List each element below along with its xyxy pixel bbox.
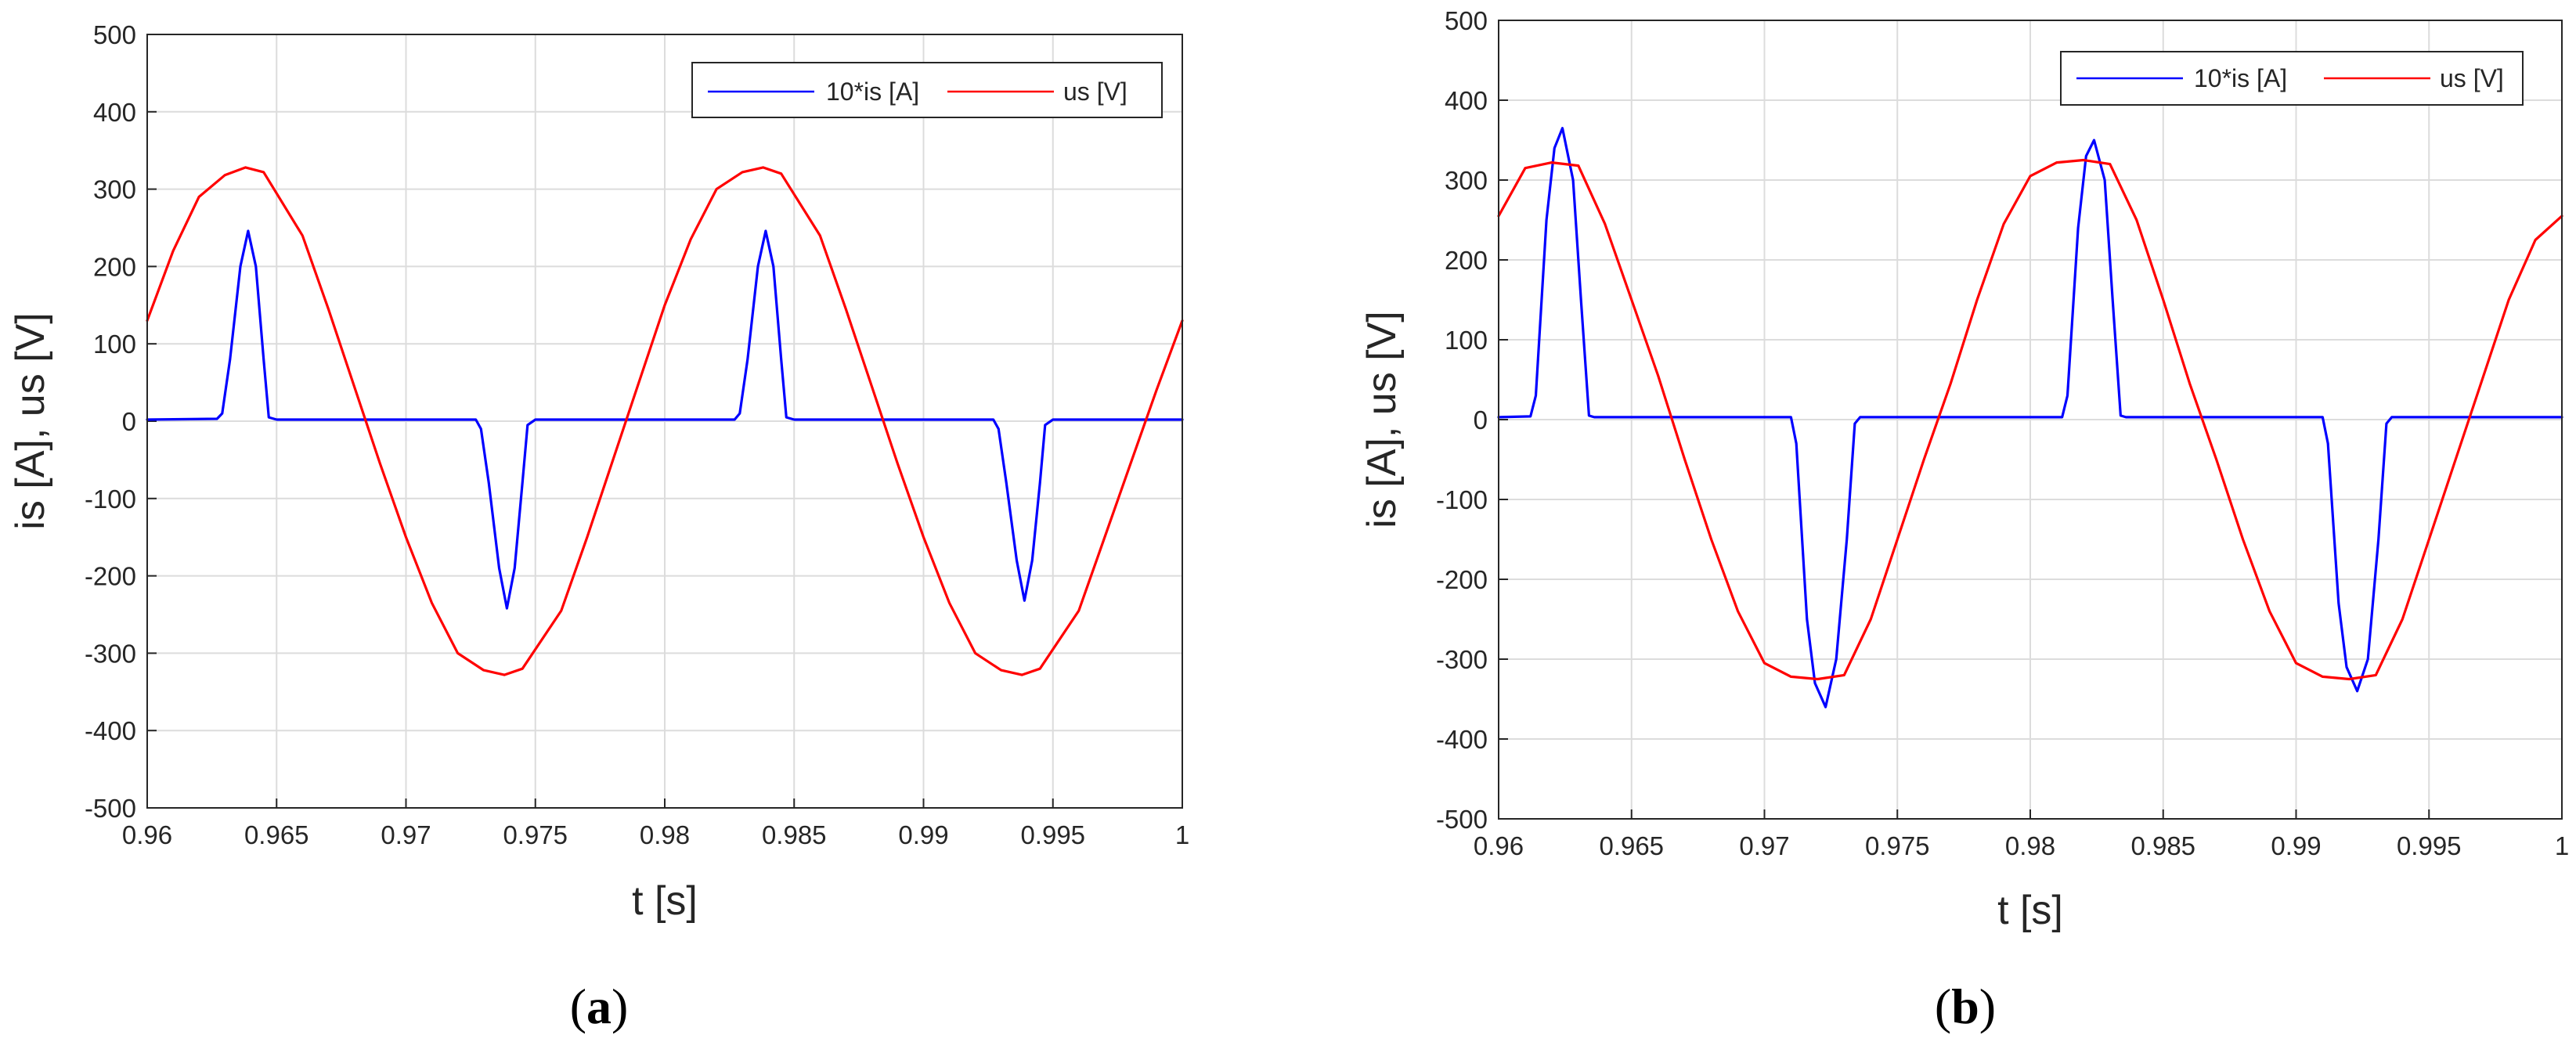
legend-box <box>691 62 1163 118</box>
legend: 10*is [A] us [V] <box>2060 51 2524 106</box>
x-tick-label: 1 <box>1175 820 1189 849</box>
y-tick-labels: 500 400 300 200 100 0 -100 -200 -300 -400 -500 <box>1436 6 1488 834</box>
y-tick-label: 300 <box>1445 166 1488 195</box>
y-tick-labels: 500 400 300 200 100 0 -100 -200 -300 -400 -500 <box>85 20 136 823</box>
y-tick-label: -500 <box>85 794 136 823</box>
x-tick-label: 0.98 <box>640 820 690 849</box>
x-tick-labels: 0.96 0.965 0.97 0.975 0.98 0.985 0.99 0.995 1 <box>122 820 1189 849</box>
legend-label-voltage: us [V] <box>2440 64 2504 92</box>
x-tick-label: 1 <box>2555 831 2569 860</box>
x-tick-label: 0.99 <box>898 820 948 849</box>
panel-label-close-paren: ) <box>1979 979 1996 1034</box>
y-tick-label: 200 <box>93 252 136 281</box>
x-tick-label: 0.985 <box>2130 831 2195 860</box>
chart-panel-b: 0.96 0.965 0.97 0.975 0.98 0.985 0.99 0.995 1 50… <box>1359 6 2569 1034</box>
y-tick-label: -200 <box>85 562 136 591</box>
plot-frame <box>146 34 1183 809</box>
x-tick-label: 0.965 <box>1599 831 1664 860</box>
panel-label-letter: a <box>586 979 612 1034</box>
y-tick-label: 300 <box>93 175 136 204</box>
series-line-voltage <box>1497 158 2563 681</box>
x-tick-label: 0.995 <box>1020 820 1085 849</box>
y-tick-label: -300 <box>1436 645 1488 674</box>
panel-label-a: (a) <box>570 979 629 1034</box>
y-tick-label: -100 <box>85 485 136 514</box>
x-axis-label: t [s] <box>1997 888 2063 933</box>
legend-label-current: 10*is [A] <box>2194 64 2287 92</box>
x-tick-label: 0.96 <box>1474 831 1524 860</box>
y-tick-label: 100 <box>1445 326 1488 355</box>
legend-label-voltage: us [V] <box>1063 78 1127 106</box>
panel-label-open-paren: ( <box>1935 979 1951 1034</box>
y-tick-label: 0 <box>1474 406 1488 434</box>
y-tick-label: -100 <box>1436 485 1488 514</box>
x-tick-label: 0.98 <box>2005 831 2055 860</box>
x-tick-label: 0.99 <box>2271 831 2321 860</box>
y-tick-label: 200 <box>1445 246 1488 275</box>
x-tick-label: 0.995 <box>2397 831 2462 860</box>
x-tick-label: 0.965 <box>244 820 309 849</box>
y-tick-label: 400 <box>93 98 136 127</box>
x-tick-label: 0.975 <box>503 820 568 849</box>
panel-label-close-paren: ) <box>612 979 628 1034</box>
plot-frame <box>1498 20 2563 820</box>
x-tick-label: 0.985 <box>762 820 827 849</box>
legend-label-current: 10*is [A] <box>826 78 919 106</box>
chart-panel-a: 0.96 0.965 0.97 0.975 0.98 0.985 0.99 0.995 1 50… <box>8 20 1189 1034</box>
legend: 10*is [A] us [V] <box>691 62 1163 118</box>
x-axis-label: t [s] <box>632 878 698 924</box>
x-tick-label: 0.96 <box>122 820 172 849</box>
series-line-current <box>146 229 1184 610</box>
y-tick-label: -300 <box>85 639 136 668</box>
y-axis-label: is [A], us [V] <box>1359 311 1405 528</box>
series-line-current <box>1497 127 2563 708</box>
panel-label-open-paren: ( <box>570 979 586 1034</box>
x-tick-label: 0.97 <box>1739 831 1789 860</box>
x-tick-label: 0.975 <box>1865 831 1930 860</box>
x-tick-labels: 0.96 0.965 0.97 0.975 0.98 0.985 0.99 0.995 1 <box>1474 831 2569 860</box>
y-tick-label: 100 <box>93 330 136 359</box>
x-tick-label: 0.97 <box>381 820 431 849</box>
y-tick-label: 500 <box>93 20 136 49</box>
y-tick-label: 400 <box>1445 86 1488 115</box>
y-tick-label: 0 <box>122 407 136 436</box>
y-tick-label: -200 <box>1436 565 1488 594</box>
series-lines <box>1497 127 2563 708</box>
panel-label-b: (b) <box>1935 979 1996 1034</box>
y-axis-label: is [A], us [V] <box>8 312 53 529</box>
series-lines <box>146 166 1184 676</box>
y-tick-label: -400 <box>1436 725 1488 754</box>
panel-label-letter: b <box>1951 979 1979 1034</box>
y-tick-label: 500 <box>1445 6 1488 35</box>
y-tick-label: -500 <box>1436 805 1488 834</box>
series-line-voltage <box>146 166 1184 676</box>
y-tick-label: -400 <box>85 716 136 745</box>
